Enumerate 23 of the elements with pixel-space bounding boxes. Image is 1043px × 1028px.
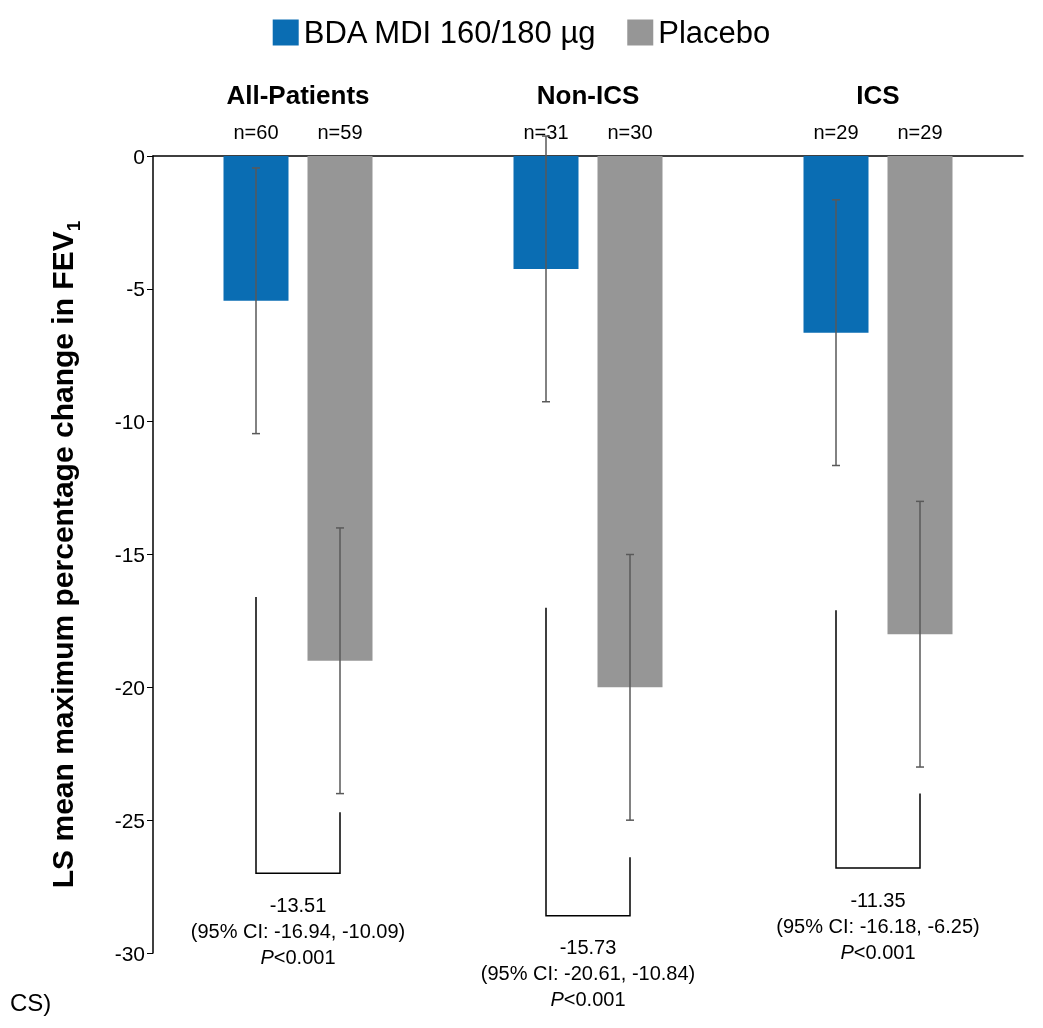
y-tick-label: -25 [114,808,145,832]
legend-label: BDA MDI 160/180 µg [303,15,596,50]
x-tick-label: ICS [856,80,900,110]
text: n=31 [523,121,569,143]
text: n=30 [607,121,653,143]
annotation: -13.51 (95% CI: -16.94, -10.09) P<0.001 [190,893,406,968]
text: n=59 [317,121,363,143]
y-tick-label: -20 [114,675,145,699]
text: n=60 [233,121,279,143]
annotation: -15.73 (95% CI: -20.61, -10.84) P<0.001 [480,936,696,1011]
y-tick-label: -15 [114,543,145,566]
text: n=29 [813,121,859,143]
x-tick-label: Non-ICS [536,80,640,110]
y-tick-label: -10 [114,410,145,434]
y-axis-title: LS mean maximum percentage change in FEV1 [46,220,84,889]
text: n=29 [897,121,943,143]
annotation: -11.35 (95% CI: -16.18, -6.25) P<0.001 [776,888,980,963]
y-tick-label: -30 [114,941,145,965]
x-tick-label: All-Patients [226,80,370,110]
y-tick-label: -5 [126,277,145,301]
legend-label: Placebo [658,15,771,50]
y-tick-label: 0 [133,144,145,168]
text: CS) [10,988,52,1016]
